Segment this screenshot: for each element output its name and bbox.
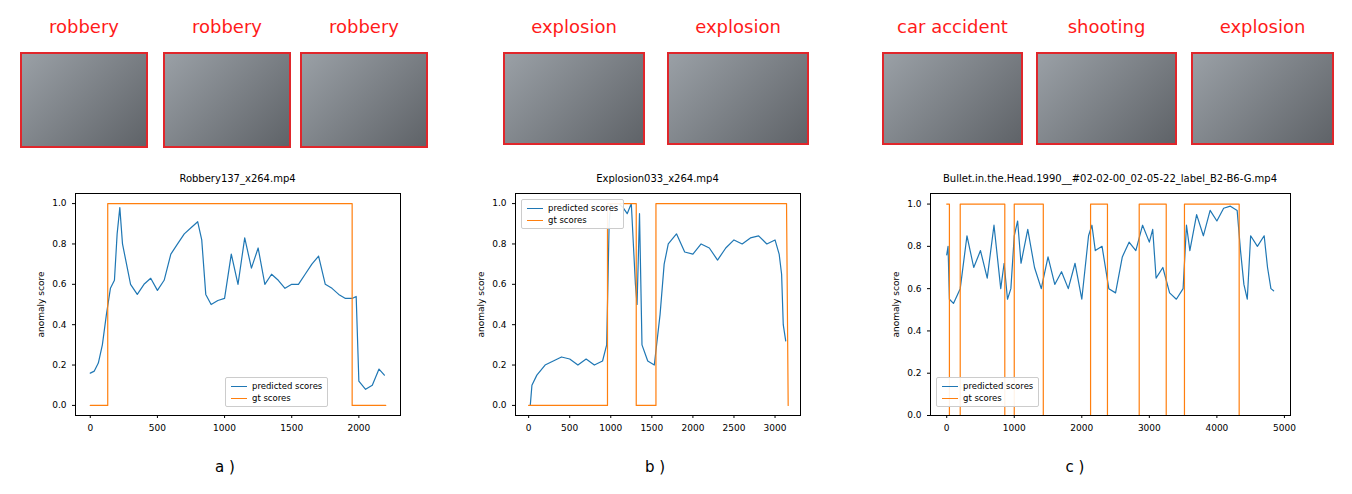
html-text:gt scores: gt scores xyxy=(252,393,291,403)
svg-text:2000: 2000 xyxy=(681,423,704,433)
svg-text:0.4: 0.4 xyxy=(492,320,507,330)
svg-text:anomaly score: anomaly score xyxy=(36,271,46,337)
html-text:explosion: explosion xyxy=(1219,16,1306,37)
svg-text:3000: 3000 xyxy=(1138,423,1161,433)
svg-text:0.6: 0.6 xyxy=(907,284,922,294)
html-text:c ): c ) xyxy=(1065,458,1085,476)
svg-text:1000: 1000 xyxy=(1003,423,1026,433)
svg-text:0.2: 0.2 xyxy=(52,360,66,370)
svg-text:0.8: 0.8 xyxy=(52,239,67,249)
svg-text:0.4: 0.4 xyxy=(52,320,67,330)
html-text:robbery: robbery xyxy=(192,16,262,37)
svg-text:1000: 1000 xyxy=(213,423,236,433)
html-text:Explosion033_x264.mp4: Explosion033_x264.mp4 xyxy=(596,173,719,184)
svg-text:1.0: 1.0 xyxy=(907,199,922,209)
svg-text:0: 0 xyxy=(944,423,950,433)
html-text:gt scores: gt scores xyxy=(548,215,587,225)
svg-text:0: 0 xyxy=(87,423,93,433)
html-text:car accident: car accident xyxy=(897,16,1008,37)
svg-text:2000: 2000 xyxy=(1070,423,1093,433)
svg-text:0.2: 0.2 xyxy=(492,360,506,370)
svg-text:500: 500 xyxy=(561,423,578,433)
svg-text:0.4: 0.4 xyxy=(907,326,922,336)
svg-text:5000: 5000 xyxy=(1273,423,1296,433)
svg-text:0.2: 0.2 xyxy=(907,368,921,378)
svg-text:0.6: 0.6 xyxy=(52,279,67,289)
svg-text:0: 0 xyxy=(526,423,532,433)
html-text:a ): a ) xyxy=(215,458,235,476)
html-text:robbery: robbery xyxy=(329,16,399,37)
html-text:explosion: explosion xyxy=(531,16,617,37)
svg-text:3000: 3000 xyxy=(764,423,787,433)
svg-text:0.6: 0.6 xyxy=(492,279,507,289)
html-text:Bullet.in.the.Head.1990__#02-0: Bullet.in.the.Head.1990__#02-02-00_02-05… xyxy=(943,173,1277,184)
svg-text:1.0: 1.0 xyxy=(492,198,507,208)
html-text:predicted scores: predicted scores xyxy=(963,381,1034,391)
svg-text:0.0: 0.0 xyxy=(492,400,507,410)
svg-text:anomaly score: anomaly score xyxy=(476,271,486,337)
svg-text:2000: 2000 xyxy=(347,423,370,433)
svg-text:anomaly score: anomaly score xyxy=(891,271,901,337)
svg-text:1.0: 1.0 xyxy=(52,198,67,208)
svg-text:500: 500 xyxy=(149,423,166,433)
html-text:gt scores: gt scores xyxy=(963,393,1002,403)
svg-text:2500: 2500 xyxy=(723,423,746,433)
svg-text:1000: 1000 xyxy=(599,423,622,433)
html-text:predicted scores: predicted scores xyxy=(252,381,323,391)
svg-text:0.8: 0.8 xyxy=(907,241,922,251)
html-text:robbery: robbery xyxy=(49,16,119,37)
svg-text:1500: 1500 xyxy=(640,423,663,433)
svg-text:1500: 1500 xyxy=(280,423,303,433)
svg-text:0.8: 0.8 xyxy=(492,239,507,249)
html-text:explosion: explosion xyxy=(695,16,781,37)
svg-text:0.0: 0.0 xyxy=(52,400,67,410)
svg-text:4000: 4000 xyxy=(1205,423,1228,433)
html-text:shooting: shooting xyxy=(1067,16,1146,37)
html-text:predicted scores: predicted scores xyxy=(548,203,619,213)
svg-text:0.0: 0.0 xyxy=(907,410,922,420)
html-text:b ): b ) xyxy=(644,458,666,476)
html-text:Robbery137_x264.mp4: Robbery137_x264.mp4 xyxy=(179,173,296,184)
